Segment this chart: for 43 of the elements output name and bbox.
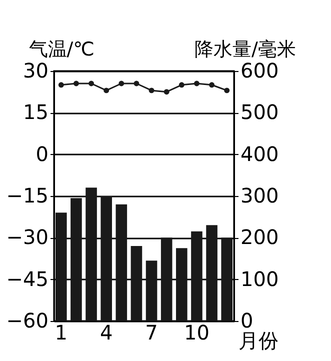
- y-tick-label: 0: [36, 142, 48, 166]
- point: [164, 89, 170, 95]
- bar: [116, 204, 128, 321]
- point: [209, 82, 215, 88]
- bar: [70, 198, 82, 321]
- bar: [86, 188, 97, 321]
- y2-axis-title: 降水量/毫米: [194, 38, 296, 60]
- bar: [176, 248, 188, 321]
- point: [224, 88, 230, 94]
- point: [104, 88, 110, 94]
- bar: [56, 212, 67, 321]
- point: [58, 82, 64, 88]
- y-tick-label: −15: [6, 184, 48, 208]
- point: [178, 82, 184, 88]
- bar: [130, 246, 142, 321]
- x-tick-label: 7: [145, 320, 158, 344]
- x-tick-label: 4: [100, 320, 113, 344]
- point: [73, 80, 79, 86]
- x-tick-label: 10: [184, 320, 210, 344]
- bar: [191, 231, 202, 321]
- y-axis-title: 气温/℃: [28, 38, 94, 60]
- point: [148, 88, 154, 94]
- y-tick-label: 15: [23, 100, 48, 124]
- bar: [206, 225, 218, 321]
- y2-tick-label: 200: [240, 225, 279, 250]
- y2-tick-label: 400: [240, 142, 279, 166]
- bar: [146, 260, 158, 321]
- bar: [160, 238, 172, 321]
- point: [134, 80, 140, 86]
- point: [118, 80, 124, 86]
- y2-tick-label: 500: [240, 100, 279, 124]
- y-tick-label: −30: [6, 225, 48, 250]
- y2-tick-label: 300: [240, 184, 279, 208]
- bar: [221, 238, 232, 321]
- y2-tick-label: 600: [240, 58, 279, 82]
- point: [194, 80, 200, 86]
- bar: [100, 196, 112, 321]
- y2-tick-label: 100: [240, 266, 279, 291]
- y-tick-label: −60: [6, 308, 48, 332]
- x-tick-label: 1: [54, 320, 68, 344]
- y-tick-label: −45: [6, 266, 48, 291]
- point: [88, 80, 94, 86]
- y-tick-label: 30: [23, 58, 48, 82]
